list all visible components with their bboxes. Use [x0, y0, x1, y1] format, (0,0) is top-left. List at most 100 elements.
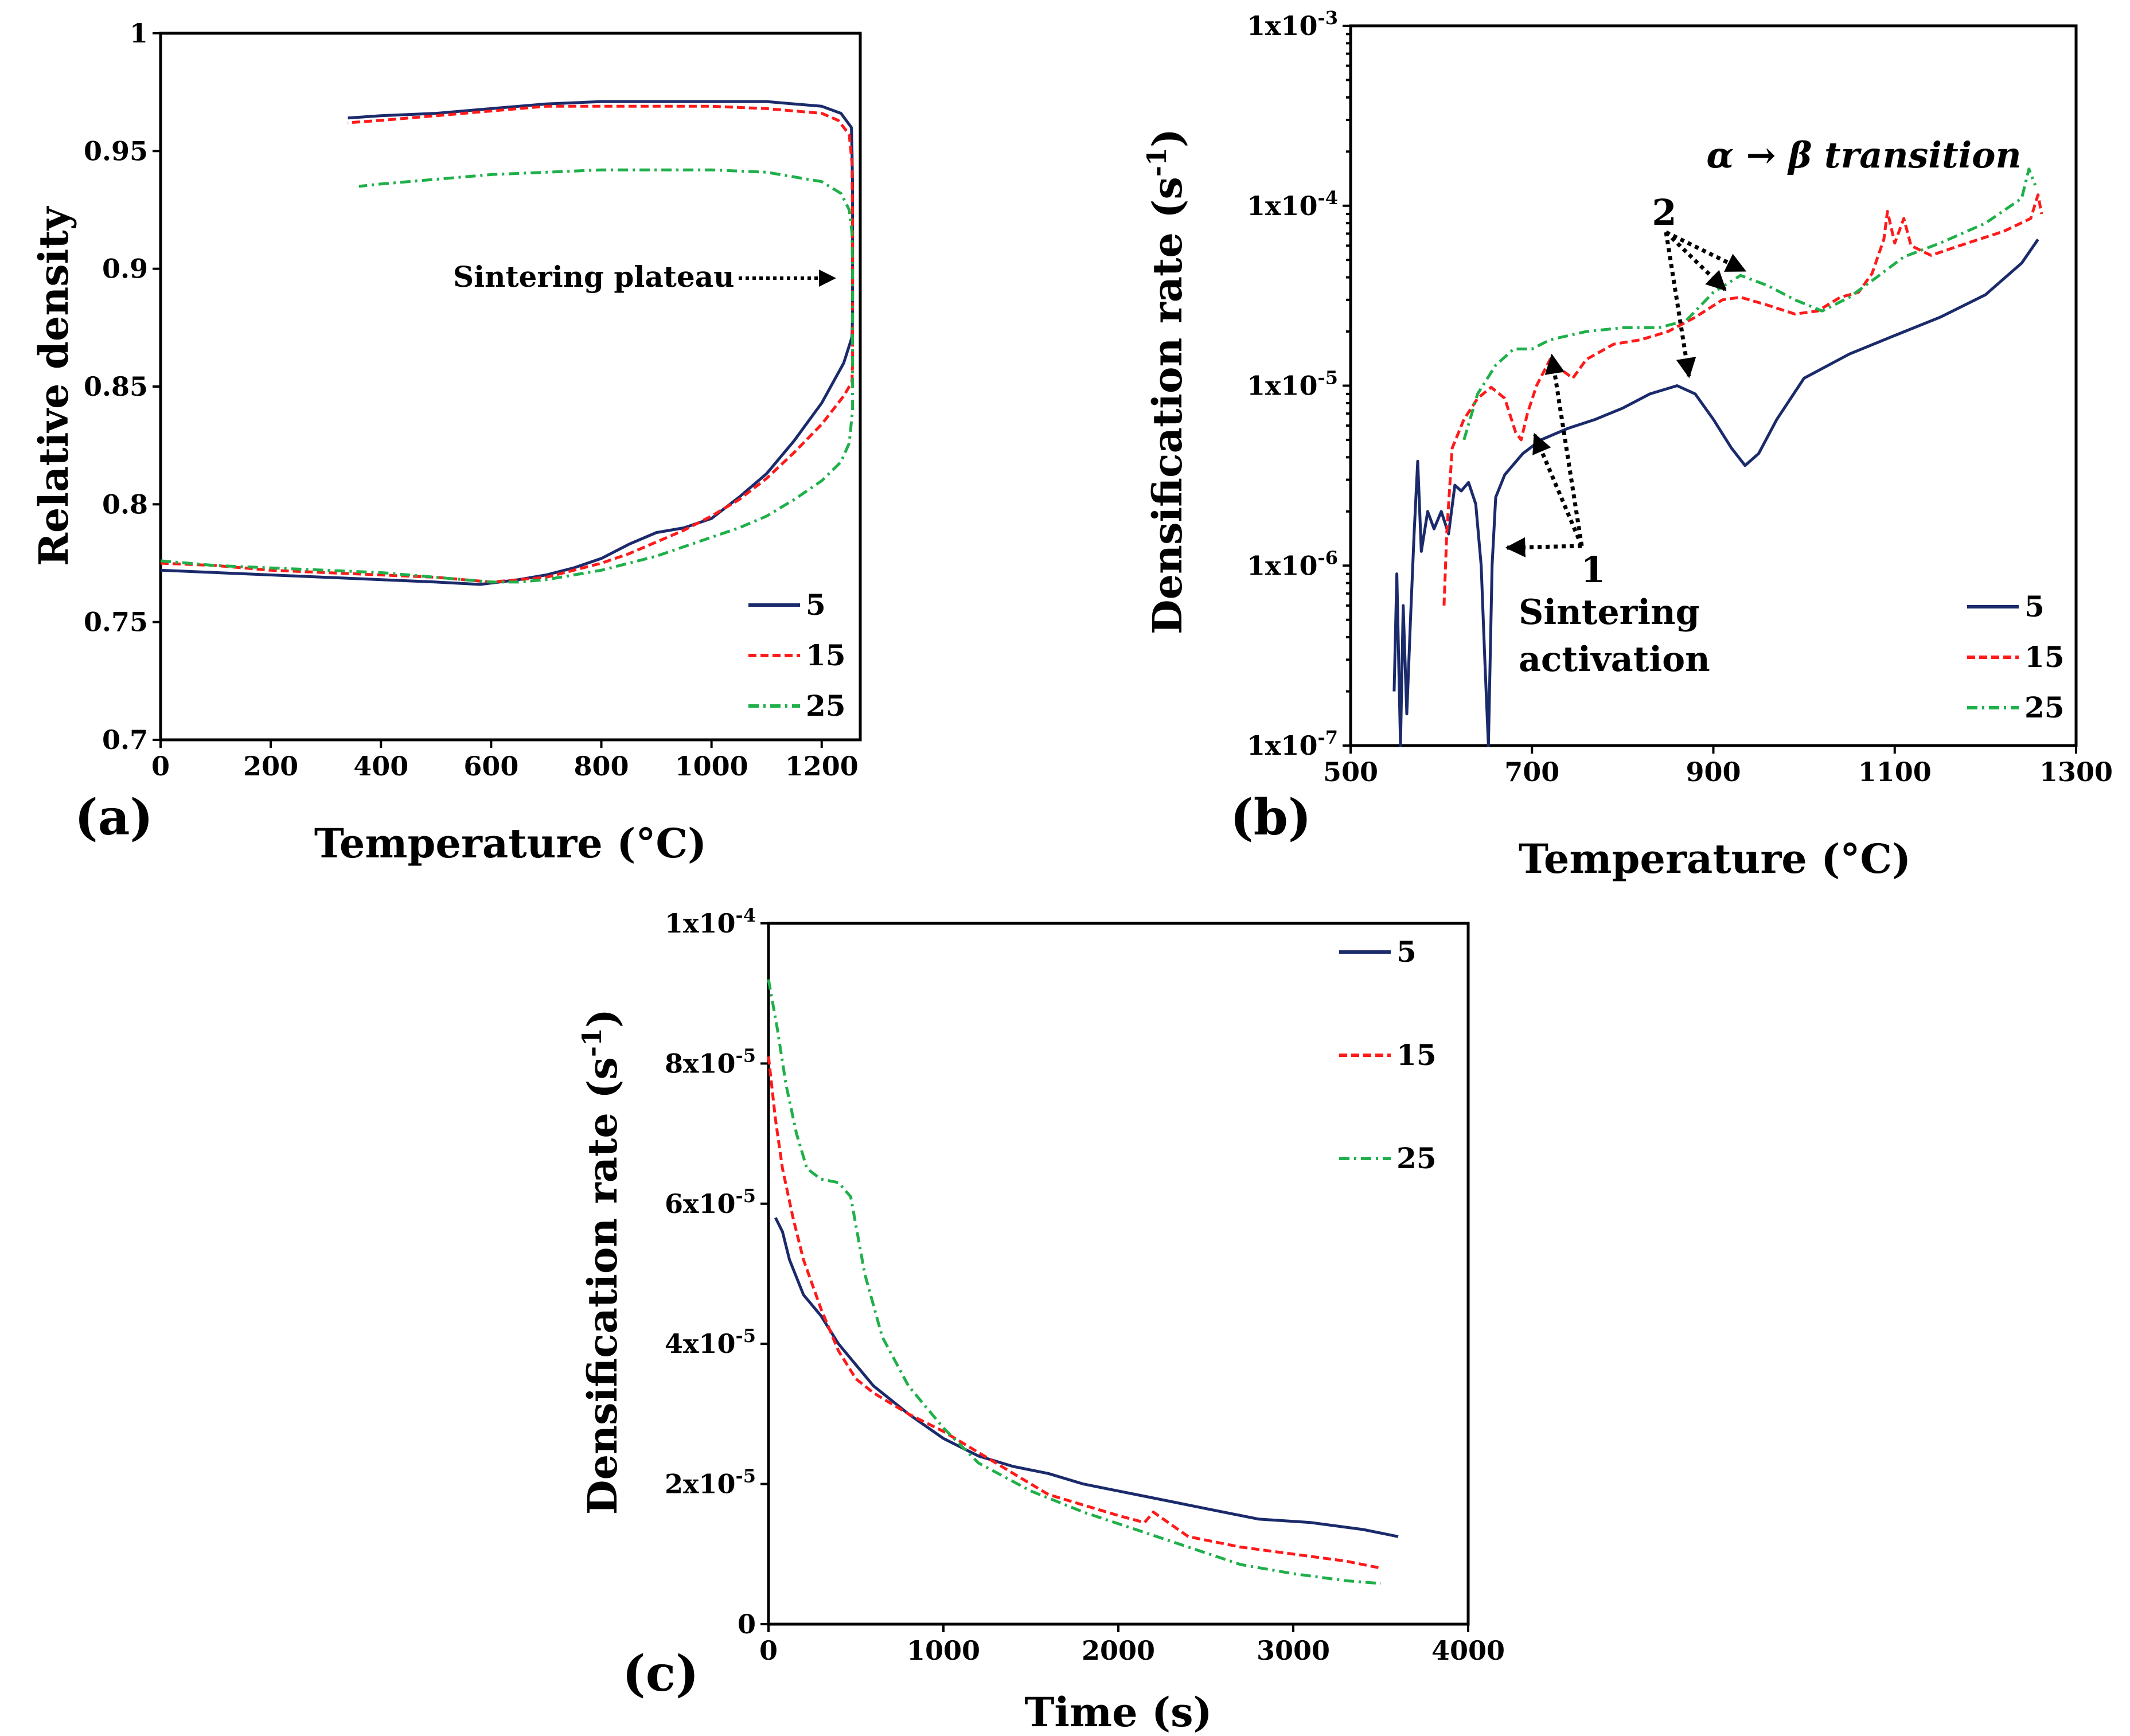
panel-c-densification-rate-time: 0 1000 2000 3000 400002x10-54x10-56x10-58x10… [576, 904, 1505, 1736]
x-tick-label: 200 [243, 751, 298, 782]
panel-a-y-axis-title: Relative density [30, 205, 77, 566]
y-tick-label: 1x10-5 [1247, 367, 1338, 401]
y-tick-label-exponent: -4 [1317, 187, 1338, 209]
y-tick-label: 1x10-4 [1247, 187, 1338, 221]
panel-c-ticks: 0 1000 2000 3000 400002x10-54x10-56x10-58x10… [665, 904, 1505, 1666]
x-tick-label: 1100 [1858, 756, 1932, 787]
annotation-sintering: Sintering [1519, 592, 1700, 633]
y-tick-label: 6x10-5 [665, 1185, 756, 1219]
y-tick-label: 2x10-5 [665, 1465, 756, 1500]
y-tick-label: 1x10-4 [665, 904, 756, 939]
panel-b-y-title-close: ) [1144, 128, 1191, 147]
x-tick-label: 1000 [675, 751, 748, 782]
y-tick-label: 4x10-5 [665, 1325, 756, 1359]
panel-a-ticks: 0 200 400 600 800 1000 1200 0.7 0.75 0.8 0.85 0.9 0.… [84, 18, 859, 782]
annotation-label-2: 2 [1652, 192, 1676, 233]
y-tick-label-base: 1x10 [1247, 730, 1317, 761]
annotation-activation: activation [1519, 639, 1710, 680]
legend-label-15: 15 [806, 638, 846, 672]
y-tick-label-exponent: -7 [1317, 727, 1338, 748]
series-15-line [767, 1056, 1381, 1570]
series-15-line [160, 104, 855, 584]
panel-b-y-axis-title: Densification rate (s-1) [1141, 128, 1191, 634]
legend-label-25: 25 [2024, 691, 2065, 724]
y-tick-label-exponent: -3 [1317, 7, 1338, 29]
panel-c-y-title-sup: -1 [576, 1028, 607, 1057]
legend-label-5: 5 [806, 588, 826, 622]
y-tick-label-base: 0 [738, 1609, 756, 1640]
legend-label-25: 25 [806, 689, 846, 723]
y-tick-label-exponent: -5 [735, 1465, 756, 1487]
legend-label-5: 5 [2024, 590, 2045, 623]
x-tick-label: 800 [574, 751, 629, 782]
panel-c-label: (c) [622, 1645, 699, 1703]
panel-b-y-title-sup: -1 [1141, 147, 1172, 177]
x-tick-label: 1000 [907, 1635, 980, 1666]
series-25-line [767, 979, 1381, 1585]
y-tick-label-base: 1x10 [1247, 550, 1317, 581]
y-tick-label-base: 6x10 [665, 1188, 735, 1219]
y-tick-label: 1x10-7 [1247, 727, 1338, 761]
x-tick-label: 4000 [1431, 1635, 1505, 1666]
y-tick-label-exponent: -5 [735, 1044, 756, 1066]
panel-a-relative-density: 0 200 400 600 800 1000 1200 0.7 0.75 0.8 0.85 0.9 0.… [30, 18, 862, 867]
y-tick-label-base: 1x10 [1247, 370, 1317, 401]
y-tick-label: 0.85 [84, 371, 148, 402]
annotation-arrow-2c [1665, 230, 1747, 273]
panel-c-y-title-close: ) [579, 1009, 626, 1028]
panel-c-y-axis-title: Densification rate (s-1) [576, 1009, 626, 1515]
legend-label-15: 15 [2024, 640, 2065, 674]
panel-a-x-axis-title: Temperature (°C) [314, 820, 707, 867]
annotation-label-1: 1 [1581, 549, 1605, 591]
panel-a-series-layer [160, 100, 855, 586]
series-5-line [160, 100, 855, 586]
y-tick-label: 1x10-6 [1247, 547, 1338, 581]
legend-label-5: 5 [1396, 935, 1417, 969]
y-tick-label: 8x10-5 [665, 1044, 756, 1079]
x-tick-label: 700 [1504, 756, 1559, 787]
panel-c-x-axis-title: Time (s) [1024, 1688, 1212, 1736]
panel-b-densification-rate-temperature: 500 700 900 1100 13001x10-71x10-61x10-51x10-… [1141, 7, 2113, 883]
y-tick-label-base: 4x10 [665, 1328, 735, 1359]
x-tick-label: 1300 [2039, 756, 2113, 787]
panel-c-legend: 5 15 25 [1339, 935, 1437, 1175]
x-tick-label: 0 [151, 751, 170, 782]
y-tick-label-base: 1x10 [665, 908, 735, 939]
y-tick-label-base: 1x10 [1247, 190, 1317, 221]
panel-b-label: (b) [1230, 789, 1312, 846]
annotation-arrow-1c [1544, 353, 1584, 547]
y-tick-label-exponent: -4 [735, 904, 756, 926]
y-tick-label-base: 1x10 [1247, 10, 1317, 41]
panel-a-plot-frame [159, 32, 862, 742]
y-tick-label: 0.8 [102, 489, 148, 520]
series-5-line [1392, 238, 2039, 747]
series-25-line [160, 168, 855, 584]
y-tick-label-exponent: -6 [1317, 547, 1338, 568]
panel-b-ticks: 500 700 900 1100 13001x10-71x10-61x10-51x10-… [1247, 7, 2113, 787]
panel-c-y-title-base: Densification rate (s [579, 1057, 626, 1515]
x-tick-label: 400 [353, 751, 408, 782]
x-tick-label: 500 [1323, 756, 1378, 787]
annotation-arrow-2b [1664, 231, 1727, 291]
y-tick-label: 1 [130, 18, 148, 49]
panel-b-series-layer [1392, 167, 2043, 747]
y-tick-label: 0.95 [84, 135, 148, 166]
x-tick-label: 1200 [785, 751, 859, 782]
y-tick-label-exponent: -5 [735, 1185, 756, 1207]
panel-c-series-layer [767, 979, 1399, 1585]
series-15-line [1442, 193, 2043, 606]
annotation-alpha-beta-transition: α → β transition [1706, 134, 2021, 176]
x-tick-label: 2000 [1082, 1635, 1155, 1666]
annotation-arrow-1a [1505, 537, 1582, 557]
y-tick-label: 0.7 [102, 724, 148, 755]
panel-b-y-title-base: Densification rate (s [1144, 177, 1191, 634]
panel-b-x-axis-title: Temperature (°C) [1519, 835, 1911, 883]
x-tick-label: 3000 [1257, 1635, 1330, 1666]
x-tick-label: 600 [463, 751, 518, 782]
panel-a-legend: 5 15 25 [748, 588, 846, 723]
series-5-line [774, 1217, 1399, 1538]
x-tick-label: 900 [1686, 756, 1741, 787]
y-tick-label: 0 [738, 1609, 756, 1640]
y-tick-label-base: 2x10 [665, 1469, 735, 1500]
